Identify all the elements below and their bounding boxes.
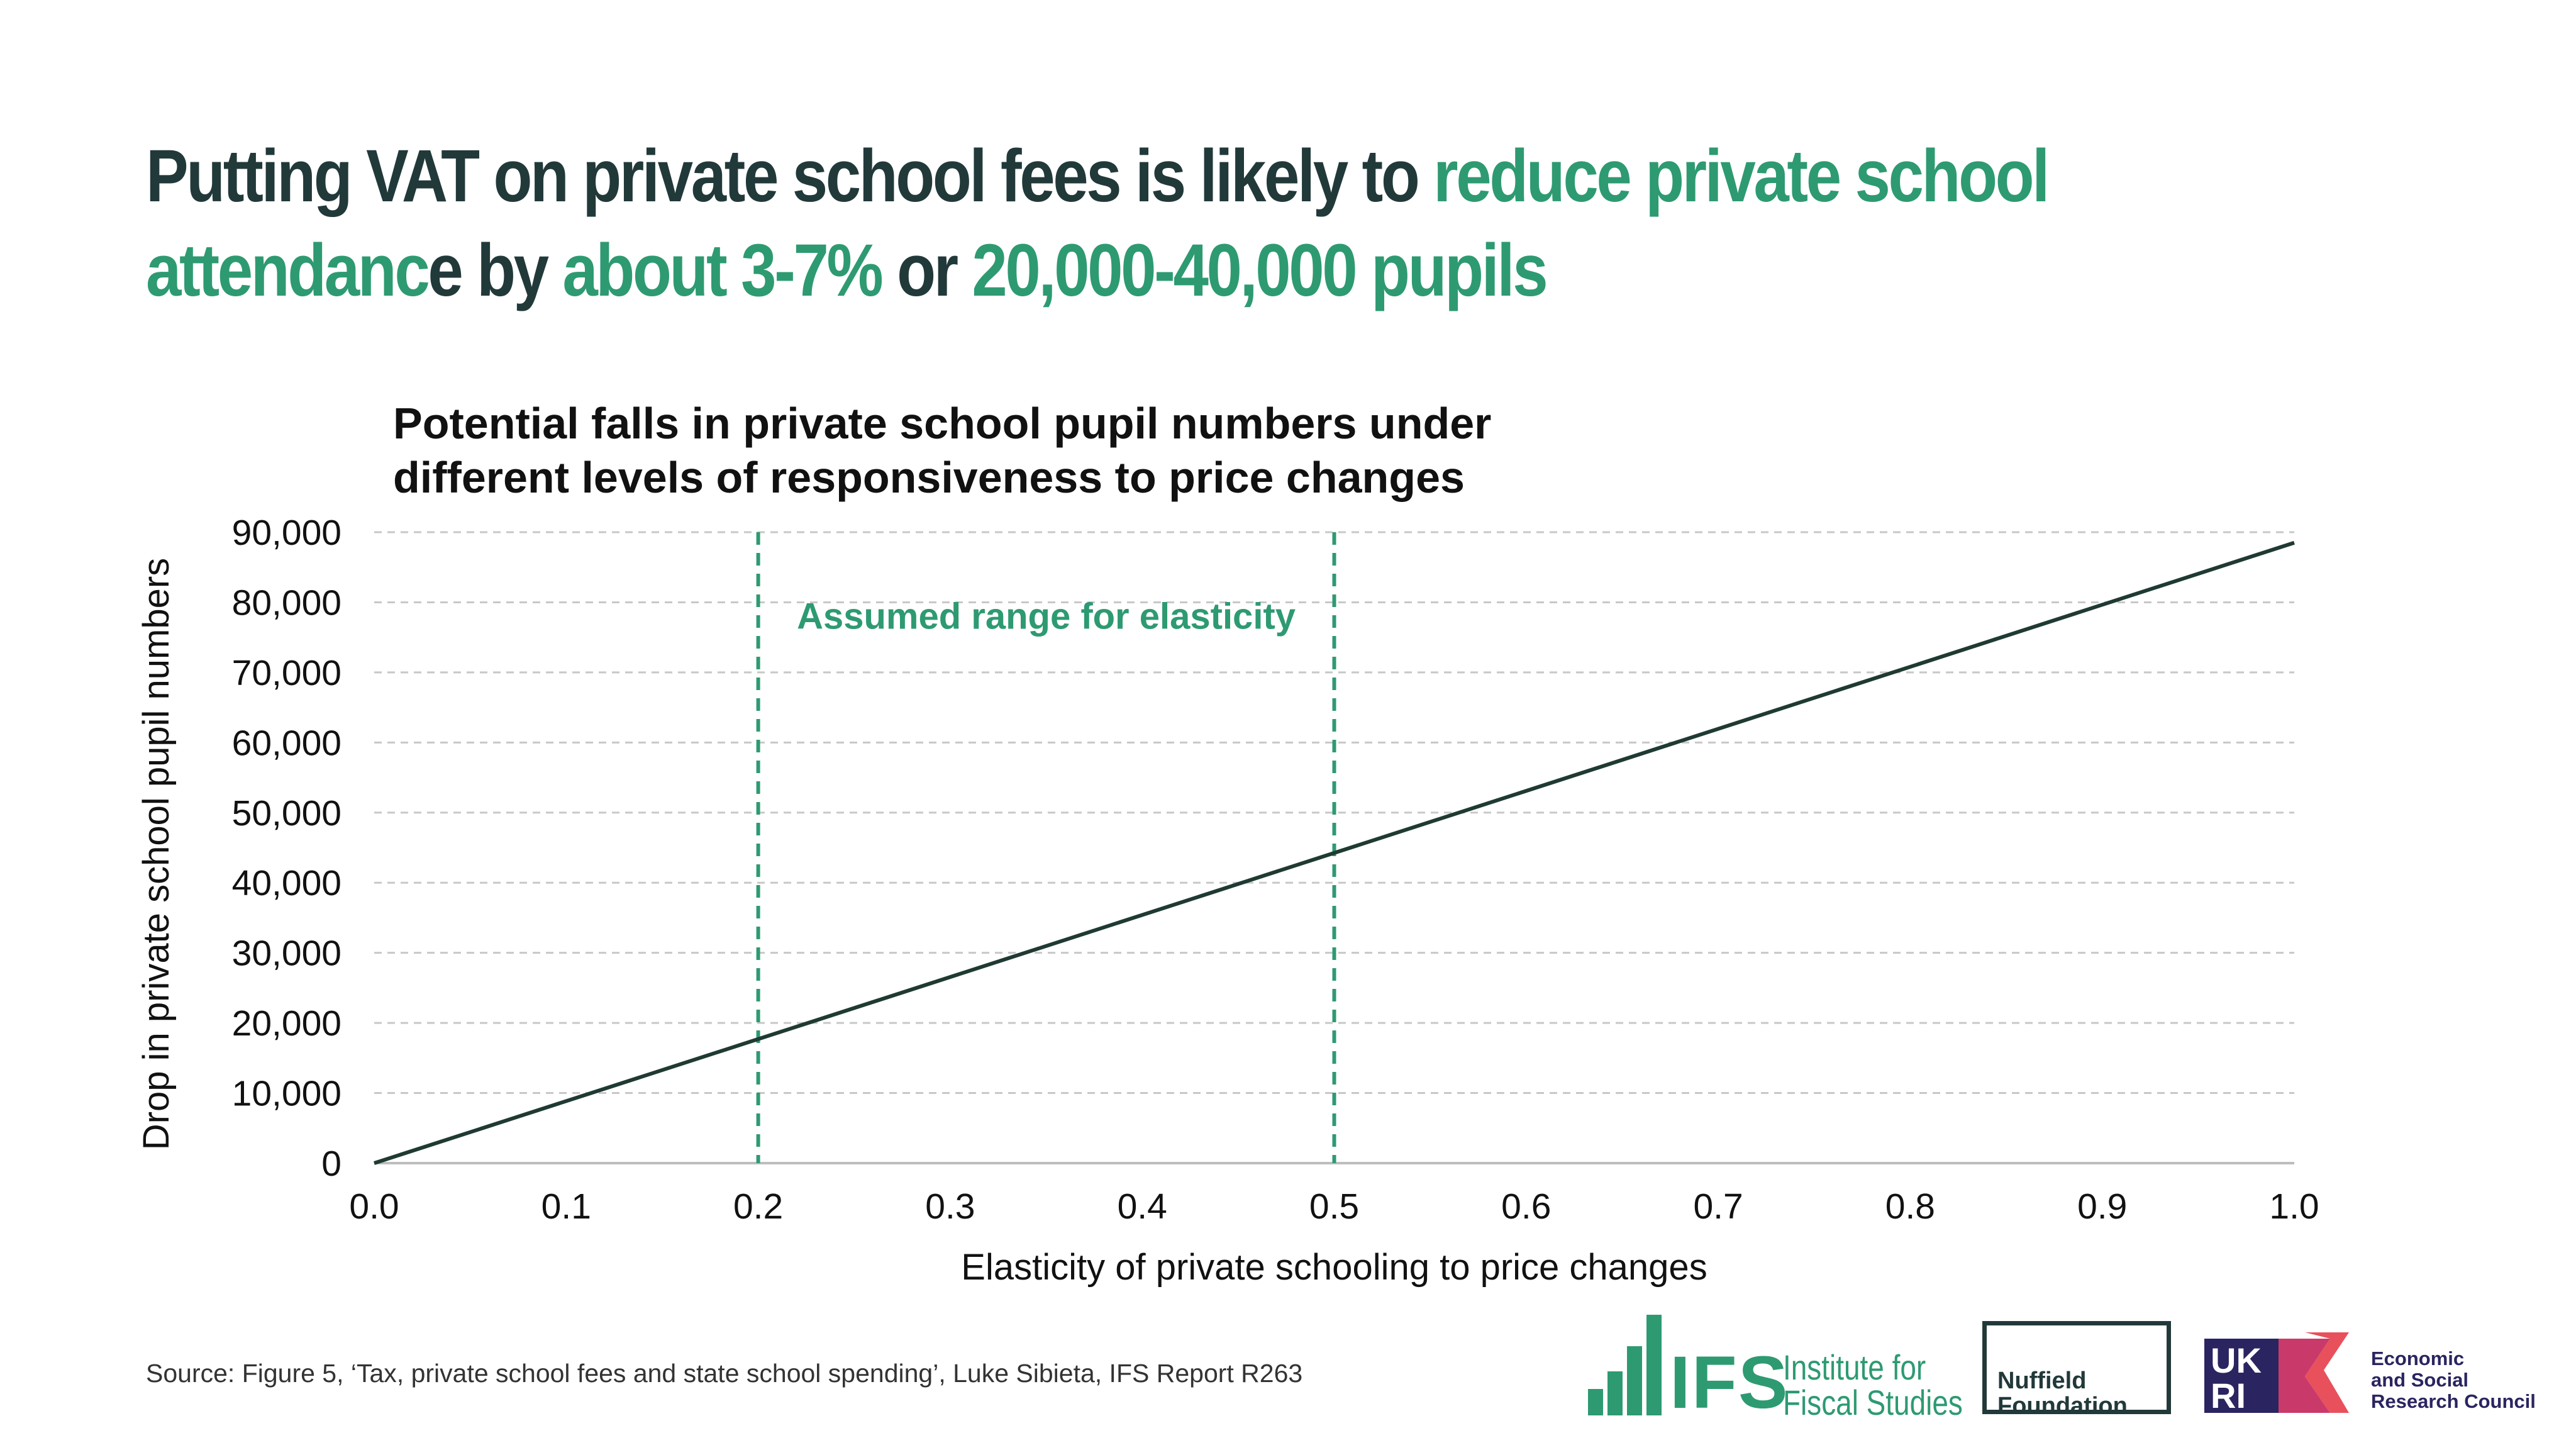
x-tick-label: 0.0	[349, 1186, 399, 1227]
y-tick-label: 0	[321, 1144, 341, 1184]
source-note: Source: Figure 5, ‘Tax, private school f…	[146, 1359, 1303, 1388]
x-tick-label: 1.0	[2269, 1186, 2319, 1227]
y-tick-label: 30,000	[232, 934, 341, 974]
ukri-logo-text: Economic and Social Research Council	[2371, 1348, 2536, 1412]
y-tick-label: 70,000	[232, 653, 341, 693]
x-tick-label: 0.1	[541, 1186, 591, 1227]
x-axis-title: Elasticity of private schooling to price…	[961, 1247, 1707, 1288]
chart: 0 10,000 20,000 30,000 40,000 50,000 60,000 70,…	[136, 513, 2319, 1288]
ifs-logo-line-1: Institute for	[1783, 1347, 1926, 1387]
ukri-logo-line-3: Research Council	[2371, 1390, 2536, 1412]
headline: Putting VAT on private school fees is li…	[146, 129, 2093, 318]
x-tick-label: 0.8	[1885, 1186, 1935, 1227]
headline-highlight-2: about 3-7%	[562, 229, 883, 312]
x-tick-label: 0.2	[733, 1186, 783, 1227]
svg-text:RI: RI	[2211, 1376, 2246, 1415]
y-tick-label: 50,000	[232, 793, 341, 834]
nuffield-logo-line-1: Nuffield	[1997, 1368, 2087, 1394]
ifs-bars-icon	[1588, 1315, 1662, 1415]
ukri-logo-line-1: Economic	[2371, 1347, 2465, 1369]
x-tick-label: 0.6	[1501, 1186, 1551, 1227]
elasticity-range-annotation: Assumed range for elasticity	[797, 596, 1296, 637]
x-tick-label: 0.3	[925, 1186, 975, 1227]
headline-text-1: Putting VAT on private school fees is li…	[146, 135, 1434, 218]
ukri-logo-line-2: and Social	[2371, 1369, 2469, 1391]
y-tick-label: 20,000	[232, 1003, 341, 1044]
y-axis-title: Drop in private school pupil numbers	[136, 558, 177, 1150]
x-tick-label: 0.5	[1309, 1186, 1359, 1227]
chart-title-line-1: Potential falls in private school pupil …	[393, 399, 1492, 448]
x-tick-label: 0.9	[2077, 1186, 2127, 1227]
headline-highlight-3: 20,000-40,000 pupils	[972, 229, 1548, 312]
y-tick-label: 60,000	[232, 723, 341, 763]
headline-text-2: e by	[428, 229, 563, 312]
y-tick-label: 90,000	[232, 513, 341, 553]
ifs-logo-abbrev: IFS	[1670, 1341, 1789, 1424]
y-tick-label: 10,000	[232, 1074, 341, 1114]
ifs-logo-name: Institute for Fiscal Studies	[1783, 1350, 1963, 1420]
svg-text:UK: UK	[2211, 1341, 2262, 1380]
ifs-logo-line-2: Fiscal Studies	[1783, 1383, 1963, 1422]
nuffield-logo-line-2: Foundation	[1997, 1393, 2128, 1419]
x-tick-label: 0.4	[1118, 1186, 1167, 1227]
nuffield-logo-text: Nuffield Foundation	[1997, 1368, 2128, 1419]
y-tick-label: 40,000	[232, 863, 341, 903]
chart-title: Potential falls in private school pupil …	[393, 396, 1491, 505]
ukri-logo-icon: UK RI	[2204, 1332, 2349, 1415]
series-line	[374, 540, 2295, 1165]
chart-title-line-2: different levels of responsiveness to pr…	[393, 453, 1465, 502]
x-tick-label: 0.7	[1693, 1186, 1743, 1227]
headline-text-3: or	[881, 229, 972, 312]
y-tick-label: 80,000	[232, 583, 341, 623]
headline-highlight-1: reduce private school attendanc	[146, 135, 2050, 312]
nuffield-logo-frame	[1982, 1321, 2171, 1414]
